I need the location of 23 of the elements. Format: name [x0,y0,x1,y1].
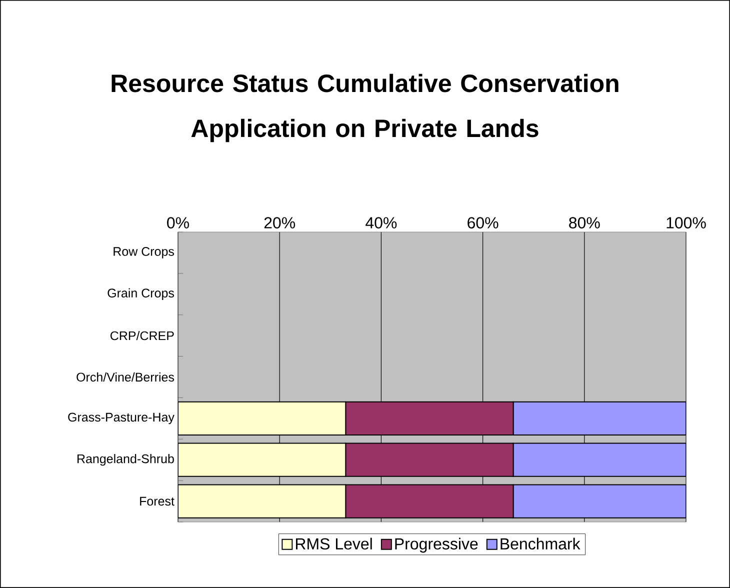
y-tick-label: Orch/Vine/Berries [76,372,174,382]
bar [512,401,686,436]
y-tick-label: Forest [140,496,174,506]
y-tick-label: Grain Crops [108,288,174,300]
y-tick-label: Grass-Pasture-Hay [68,412,174,424]
x-tick-label: 40% [366,217,397,228]
x-tick-label: 100% [666,217,706,228]
legend-label: Benchmark [500,538,580,550]
legend-label: RMS Level [296,538,372,550]
bar [512,484,686,518]
bar [178,442,346,477]
y-tick-label: CRP/CREP [110,330,174,340]
y-tick-label: Rangeland-Shrub [78,454,174,466]
chart-title: Resource Status Cumulative Conservation Application on Private Lands [112,74,618,142]
x-tick-label: 20% [264,217,296,228]
x-tick-label: 80% [569,217,600,228]
bar [178,401,346,436]
x-tick-label: 0% [167,217,189,228]
bar [512,442,686,477]
legend-label: Progressive [395,538,478,553]
x-tick-label: 60% [468,217,498,228]
y-tick-label: Row Crops [114,247,174,258]
bar [178,484,346,518]
